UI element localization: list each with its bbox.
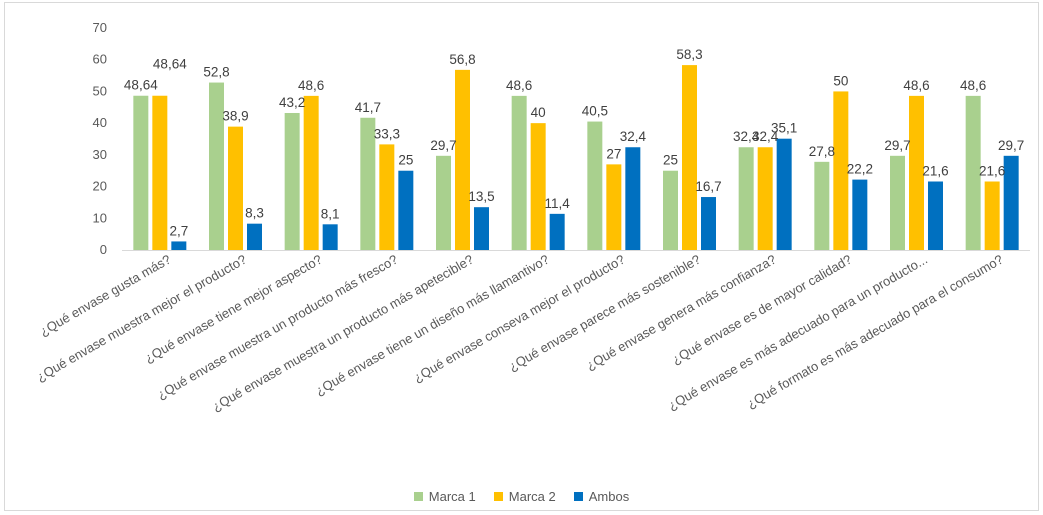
legend-swatch bbox=[573, 492, 583, 501]
bar-marca-2 bbox=[984, 181, 1000, 250]
y-tick-label: 20 bbox=[93, 179, 107, 194]
bar-ambos bbox=[776, 138, 792, 250]
bar-marca-2 bbox=[833, 91, 849, 250]
bar-ambos bbox=[625, 147, 641, 250]
bar-ambos bbox=[474, 207, 489, 250]
bar-marca-2 bbox=[303, 95, 319, 251]
data-label: 32,4 bbox=[733, 129, 760, 144]
data-label: 50 bbox=[833, 73, 848, 88]
bar-marca-2 bbox=[152, 95, 168, 250]
bar-marca-1 bbox=[663, 170, 678, 250]
category-label: ¿Qué envase es más adecuado para un prod… bbox=[665, 252, 930, 414]
data-label: 27,8 bbox=[809, 144, 835, 159]
data-label: 58,3 bbox=[676, 47, 702, 62]
data-label: 56,8 bbox=[449, 52, 475, 67]
legend: Marca 1 Marca 2 Ambos bbox=[0, 489, 1043, 504]
data-label: 38,9 bbox=[222, 109, 248, 124]
legend-item: Marca 1 bbox=[413, 489, 476, 504]
bar-ambos bbox=[322, 224, 338, 250]
data-label: 22,2 bbox=[847, 162, 873, 177]
data-label: 27 bbox=[606, 146, 621, 161]
bar-ambos bbox=[398, 170, 414, 250]
data-label: 40 bbox=[531, 105, 546, 120]
data-label: 32,4 bbox=[620, 129, 647, 144]
y-tick-label: 70 bbox=[93, 20, 107, 35]
bar-ambos bbox=[247, 223, 262, 250]
chart-frame bbox=[4, 2, 1039, 511]
bar-marca-1 bbox=[814, 161, 830, 250]
data-label: 32,4 bbox=[752, 129, 779, 144]
bar-marca-2 bbox=[379, 144, 395, 250]
data-label: 25 bbox=[398, 153, 413, 168]
data-label: 40,5 bbox=[582, 104, 608, 119]
data-label: 29,7 bbox=[998, 138, 1024, 153]
data-label: 8,1 bbox=[321, 206, 340, 221]
bar-marca-1 bbox=[360, 117, 376, 250]
bar-ambos bbox=[1003, 155, 1019, 250]
bar-ambos bbox=[701, 197, 716, 250]
bar-marca-1 bbox=[890, 155, 905, 250]
data-label: 33,3 bbox=[374, 126, 400, 141]
data-label: 8,3 bbox=[245, 206, 264, 221]
bar-marca-2 bbox=[228, 126, 243, 250]
data-label: 48,6 bbox=[506, 78, 532, 93]
y-tick-label: 50 bbox=[93, 83, 107, 98]
bar-marca-1 bbox=[965, 95, 981, 251]
bar-ambos bbox=[171, 241, 187, 250]
y-tick-label: 0 bbox=[100, 242, 107, 257]
data-label: 41,7 bbox=[355, 100, 381, 115]
bar-marca-1 bbox=[284, 112, 300, 250]
data-label: 21,6 bbox=[922, 163, 948, 178]
legend-label: Ambos bbox=[588, 489, 630, 504]
data-label: 25 bbox=[663, 153, 678, 168]
y-tick-label: 10 bbox=[93, 210, 107, 225]
data-label: 48,6 bbox=[903, 78, 929, 93]
bar-marca-1 bbox=[511, 95, 527, 251]
category-label: ¿Qué envase gusta más? bbox=[37, 252, 173, 339]
bar-marca-2 bbox=[682, 65, 697, 250]
legend-label: Marca 2 bbox=[508, 489, 556, 504]
data-label: 48,64 bbox=[124, 78, 158, 93]
bar-marca-1 bbox=[738, 147, 754, 250]
bar-marca-2 bbox=[455, 69, 470, 250]
legend-swatch bbox=[413, 492, 423, 501]
data-label: 11,4 bbox=[545, 196, 571, 211]
data-label: 35,1 bbox=[771, 121, 797, 136]
data-label: 21,6 bbox=[979, 163, 1005, 178]
data-label: 29,7 bbox=[884, 138, 910, 153]
bar-marca-2 bbox=[606, 164, 622, 250]
bar-marca-2 bbox=[909, 95, 924, 251]
bar-marca-1 bbox=[133, 95, 149, 250]
legend-item: Ambos bbox=[573, 489, 630, 504]
category-label: ¿Qué envase muestra un producto más apet… bbox=[209, 252, 476, 415]
data-label: 48,64 bbox=[153, 57, 187, 72]
legend-label: Marca 1 bbox=[428, 489, 476, 504]
bar-ambos bbox=[928, 181, 943, 250]
y-tick-label: 40 bbox=[93, 115, 107, 130]
data-label: 16,7 bbox=[695, 179, 721, 194]
data-label: 52,8 bbox=[203, 65, 229, 80]
data-label: 43,2 bbox=[279, 95, 305, 110]
bar-marca-1 bbox=[436, 155, 451, 250]
y-tick-label: 60 bbox=[93, 52, 107, 67]
legend-swatch bbox=[493, 492, 503, 501]
data-label: 13,5 bbox=[468, 189, 494, 204]
bar-marca-2 bbox=[757, 147, 773, 250]
bar-marca-1 bbox=[209, 82, 224, 250]
data-label: 29,7 bbox=[430, 138, 456, 153]
y-tick-label: 30 bbox=[93, 147, 107, 162]
data-label: 2,7 bbox=[169, 223, 188, 238]
bar-ambos bbox=[852, 179, 868, 250]
bar-marca-2 bbox=[530, 123, 546, 250]
bar-ambos bbox=[549, 213, 565, 250]
data-label: 48,6 bbox=[298, 78, 324, 93]
data-label: 48,6 bbox=[960, 78, 986, 93]
bar-marca-1 bbox=[587, 121, 603, 250]
legend-item: Marca 2 bbox=[493, 489, 556, 504]
